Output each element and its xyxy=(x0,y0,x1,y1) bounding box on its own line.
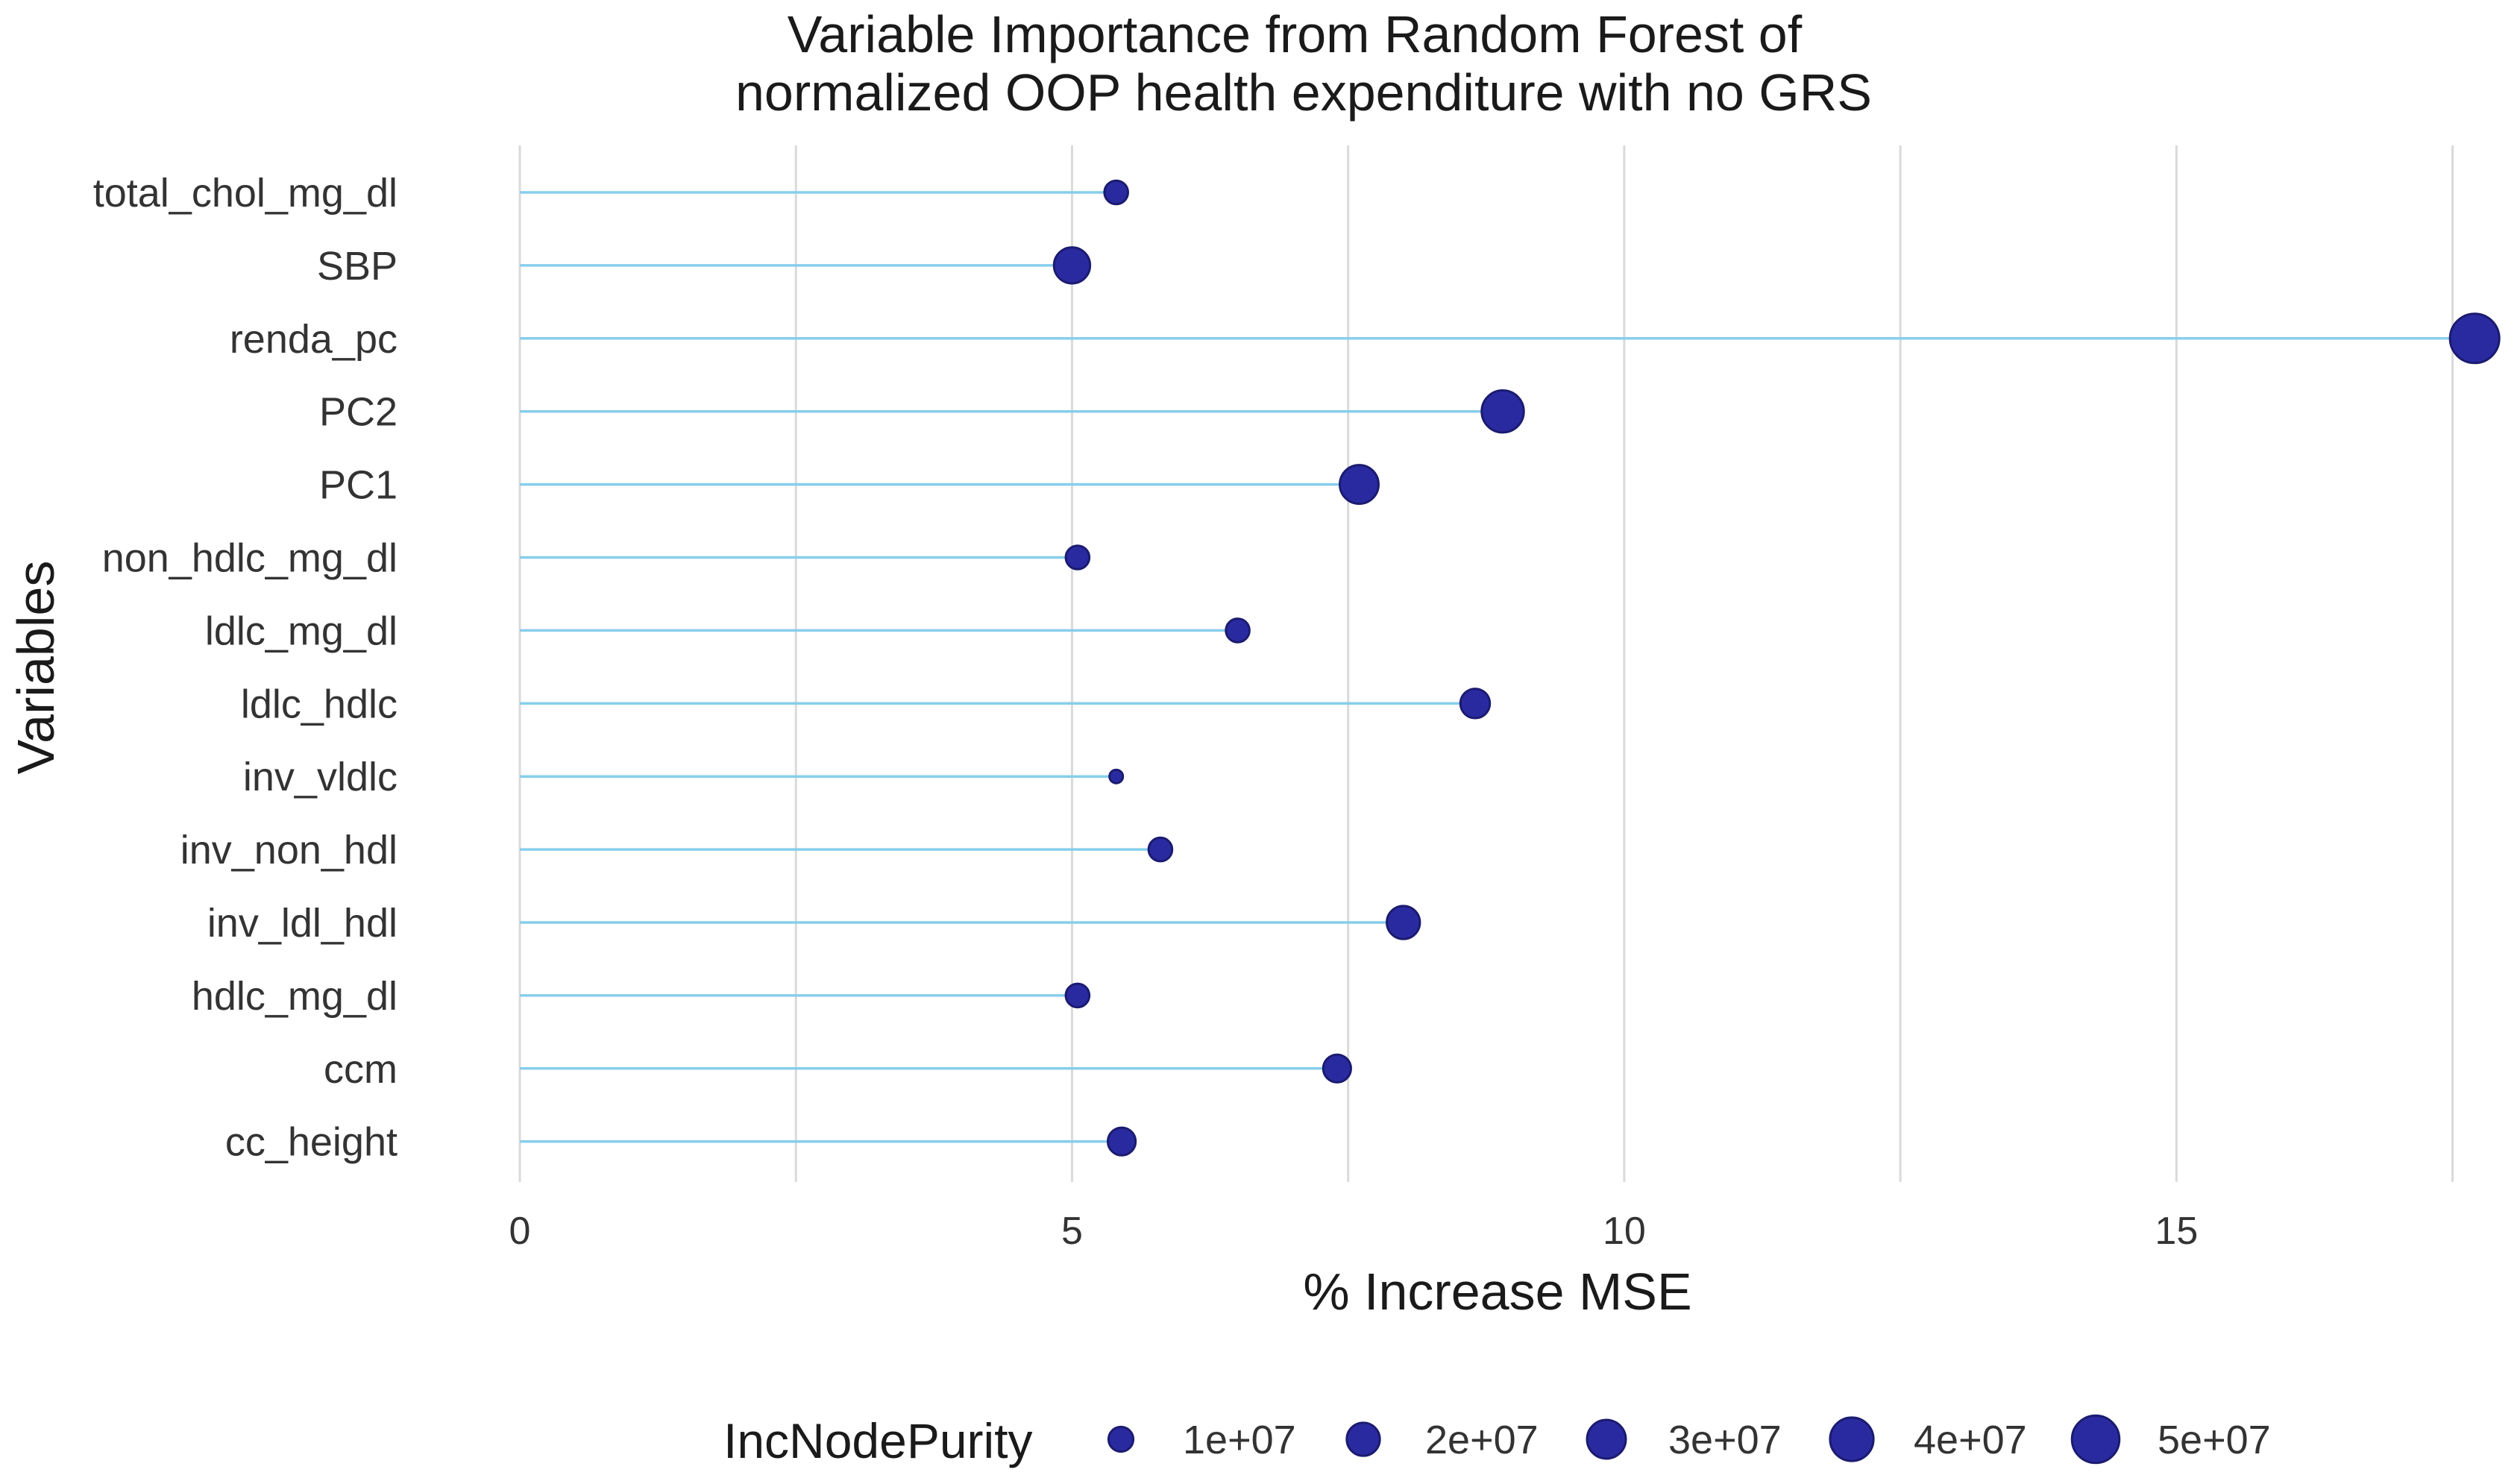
grid xyxy=(518,145,2454,1182)
points xyxy=(1052,179,2501,1157)
data-point xyxy=(1339,464,1380,506)
category-label: PC2 xyxy=(319,390,398,435)
legend: IncNodePurity 1e+07 2e+07 3e+07 4e+07 5e+07 xyxy=(723,1413,2271,1468)
category-label: inv_ldl_hdl xyxy=(207,901,398,946)
x-tick-label: 15 xyxy=(2155,1210,2198,1253)
category-label: inv_non_hdl xyxy=(180,828,398,873)
category-label: total_chol_mg_dl xyxy=(93,171,398,216)
legend-label: 2e+07 xyxy=(1425,1418,1539,1462)
legend-label: 5e+07 xyxy=(2158,1418,2271,1462)
data-point xyxy=(1386,905,1421,940)
data-point xyxy=(1108,768,1125,785)
data-point xyxy=(1064,544,1091,570)
legend-label: 1e+07 xyxy=(1183,1418,1296,1462)
category-label: hdlc_mg_dl xyxy=(192,974,398,1019)
stems xyxy=(520,191,2475,1143)
data-point xyxy=(1106,1126,1137,1157)
chart-title-line-2: normalized OOP health expenditure with n… xyxy=(735,63,1872,122)
data-point xyxy=(1103,179,1129,206)
x-tick-label: 0 xyxy=(509,1210,531,1253)
legend-label: 3e+07 xyxy=(1668,1418,1782,1462)
chart-title-line-1: Variable Importance from Random Forest o… xyxy=(788,5,1803,63)
data-point xyxy=(2448,312,2501,365)
category-label: ldlc_hdlc xyxy=(241,682,398,726)
data-point xyxy=(1459,688,1492,720)
category-label: PC1 xyxy=(319,463,398,508)
x-axis-title: % Increase MSE xyxy=(1303,1263,1691,1321)
legend-key xyxy=(1586,1418,1627,1460)
legend-key xyxy=(1107,1425,1135,1453)
category-axis: total_chol_mg_dl SBP renda_pc PC2 PC1 non_hdl… xyxy=(93,171,398,1165)
x-tick-label: 5 xyxy=(1061,1210,1083,1253)
category-label: SBP xyxy=(317,244,398,289)
category-label: cc_height xyxy=(225,1120,398,1165)
data-point xyxy=(1064,982,1091,1009)
legend-label: 4e+07 xyxy=(1914,1418,2027,1462)
category-label: non_hdlc_mg_dl xyxy=(102,536,398,581)
legend-key xyxy=(2070,1414,2121,1465)
legend-title: IncNodePurity xyxy=(723,1413,1033,1468)
x-tick-label: 10 xyxy=(1603,1210,1646,1253)
data-point xyxy=(1225,617,1251,644)
chart-title: Variable Importance from Random Forest o… xyxy=(735,5,1872,122)
category-label: ldlc_mg_dl xyxy=(205,609,398,653)
data-point xyxy=(1147,836,1174,863)
category-label: ccm xyxy=(324,1047,398,1092)
data-point xyxy=(1480,389,1525,434)
legend-key xyxy=(1829,1416,1875,1462)
data-point xyxy=(1322,1053,1352,1084)
category-label: inv_vldlc xyxy=(243,755,398,799)
x-axis-ticks: 0 5 10 15 xyxy=(509,1210,2199,1253)
y-axis-title: Variables xyxy=(7,561,65,775)
data-point xyxy=(1052,246,1092,285)
category-label: renda_pc xyxy=(230,317,398,362)
legend-key xyxy=(1345,1421,1381,1457)
